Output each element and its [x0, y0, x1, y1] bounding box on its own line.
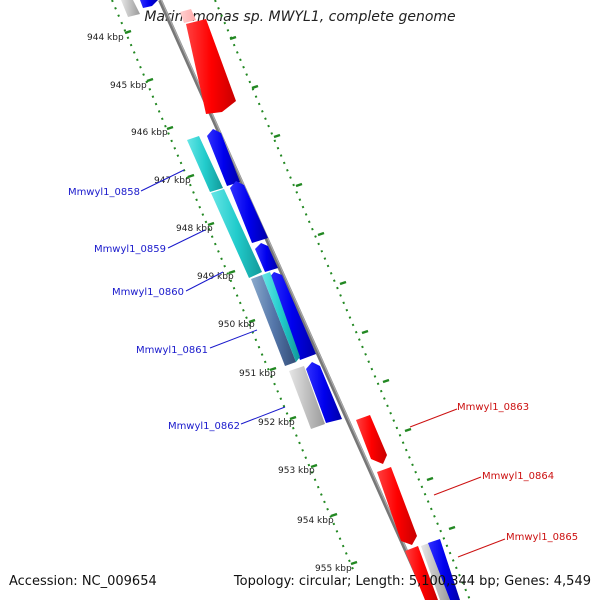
- outer-major-ticks: [229, 35, 456, 531]
- rna-0860[interactable]: [251, 275, 296, 366]
- gene-label-0860[interactable]: Mmwyl1_0860: [112, 287, 184, 298]
- cds-0864[interactable]: [377, 467, 417, 545]
- tick-label-950: 950 kbp: [218, 320, 255, 330]
- map-title: Marinomonas sp. MWYL1, complete genome: [144, 9, 456, 25]
- leader-lines: [140, 169, 506, 558]
- tick-label-953: 953 kbp: [278, 466, 315, 476]
- tick-label-954: 954 kbp: [297, 516, 334, 526]
- tick-label-948: 948 kbp: [176, 224, 213, 234]
- feature-0862[interactable]: [289, 366, 325, 429]
- outer-tick-ring: [214, 0, 471, 600]
- reverse-cds-track[interactable]: [207, 129, 342, 423]
- cds-0859[interactable]: [230, 181, 268, 243]
- tick-label-944: 944 kbp: [87, 33, 124, 43]
- genome-info-text: Topology: circular; Length: 5,100,344 bp…: [233, 574, 591, 589]
- forward-cds[interactable]: [186, 19, 236, 114]
- tick-label-949: 949 kbp: [197, 272, 234, 282]
- forward-outer-track[interactable]: [356, 415, 460, 600]
- gene-labels: Mmwyl1_0858 Mmwyl1_0859 Mmwyl1_0860 Mmwy…: [68, 187, 578, 543]
- tick-label-955: 955 kbp: [315, 564, 352, 574]
- feature-blue-top[interactable]: [140, 0, 158, 8]
- tick-label-946: 946 kbp: [131, 128, 168, 138]
- cds-0858[interactable]: [207, 129, 240, 186]
- gene-label-0865[interactable]: Mmwyl1_0865: [506, 532, 578, 543]
- gene-label-0863[interactable]: Mmwyl1_0863: [457, 402, 529, 413]
- tick-label-952: 952 kbp: [258, 418, 295, 428]
- gene-label-0862[interactable]: Mmwyl1_0862: [168, 421, 240, 432]
- cds-0860[interactable]: [255, 243, 278, 272]
- feature-grey-top[interactable]: [121, 0, 140, 17]
- gene-label-0858[interactable]: Mmwyl1_0858: [68, 187, 140, 198]
- rna-track[interactable]: [187, 136, 325, 429]
- gene-label-0859[interactable]: Mmwyl1_0859: [94, 244, 166, 255]
- backbone: [158, 0, 430, 600]
- cds-0862-blue[interactable]: [306, 362, 342, 423]
- inner-major-ticks: [124, 29, 358, 566]
- cds-0863[interactable]: [356, 415, 387, 464]
- feature-pink-top[interactable]: [180, 9, 196, 23]
- tick-labels: 944 kbp 945 kbp 946 kbp 947 kbp 948 kbp …: [87, 33, 352, 574]
- rna-0861[interactable]: [262, 272, 300, 362]
- rna-0858[interactable]: [187, 136, 223, 192]
- tick-label-947: 947 kbp: [154, 176, 191, 186]
- accession-text: Accession: NC_009654: [9, 574, 157, 589]
- gene-label-0861[interactable]: Mmwyl1_0861: [136, 345, 208, 356]
- cds-0861[interactable]: [268, 272, 316, 360]
- rna-0859[interactable]: [211, 189, 262, 278]
- tick-label-945: 945 kbp: [110, 81, 147, 91]
- feature-0865-blue[interactable]: [428, 539, 460, 600]
- gene-label-0864[interactable]: Mmwyl1_0864: [482, 471, 554, 482]
- tick-label-951: 951 kbp: [239, 369, 276, 379]
- feature-0865-grey[interactable]: [421, 543, 450, 600]
- cds-0865[interactable]: [405, 546, 438, 600]
